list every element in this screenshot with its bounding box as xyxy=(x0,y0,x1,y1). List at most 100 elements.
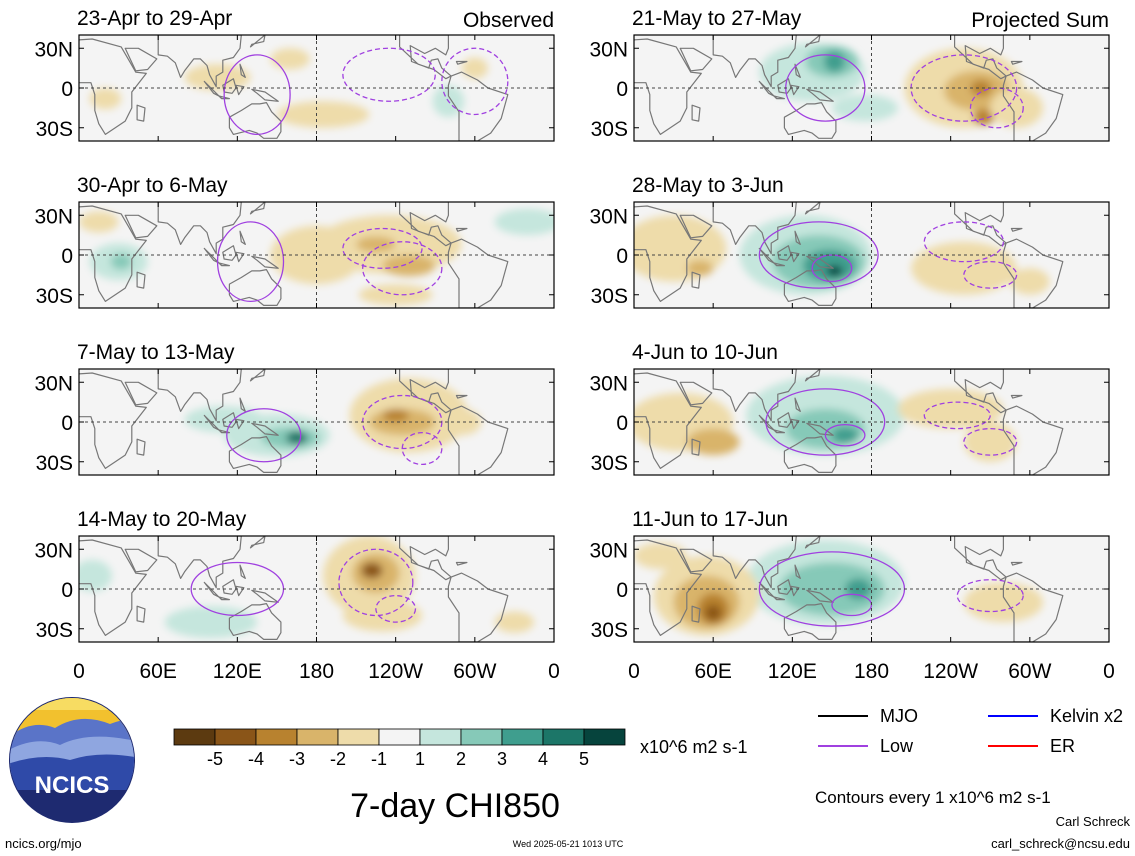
coastline xyxy=(455,561,468,566)
coastline xyxy=(235,84,245,96)
coastline xyxy=(79,38,147,135)
x-tick-label: 60E xyxy=(694,660,731,683)
coastline xyxy=(783,101,837,139)
coastline xyxy=(228,269,282,306)
low-contour xyxy=(362,241,443,296)
coastline xyxy=(251,589,279,603)
panel-period-label: 4-Jun to 10-Jun xyxy=(632,341,778,364)
footer-email: carl_schreck@ncsu.edu xyxy=(991,836,1130,851)
footer-url: ncics.org/mjo xyxy=(5,836,82,851)
x-tick-label: 120E xyxy=(213,660,262,683)
coastline xyxy=(777,412,792,428)
y-tick-label: 30N xyxy=(34,539,73,562)
coastline xyxy=(399,35,452,80)
coastline xyxy=(953,536,1007,581)
colorbar-swatch xyxy=(460,728,503,746)
coastline xyxy=(136,271,146,289)
colorbar-units: x10^6 m2 s-1 xyxy=(640,737,748,757)
coastline xyxy=(455,60,468,65)
coastline xyxy=(447,572,509,642)
coastline xyxy=(157,202,242,255)
coastline xyxy=(222,245,237,261)
coastline xyxy=(235,418,245,430)
ncics-logo: NCICS xyxy=(9,697,135,823)
coastline xyxy=(691,605,701,623)
anomaly-region xyxy=(831,427,859,444)
coastline xyxy=(203,581,220,598)
coastline xyxy=(455,227,468,232)
coastline xyxy=(136,104,146,122)
anomaly-region xyxy=(270,48,310,70)
panel-group-label: Observed xyxy=(463,9,554,32)
y-tick-label: 30N xyxy=(589,372,628,395)
coastline xyxy=(157,536,242,589)
low-contour xyxy=(824,423,866,447)
panel-period-label: 21-May to 27-May xyxy=(632,7,802,30)
coastline xyxy=(455,394,468,399)
anomaly-region xyxy=(461,57,489,79)
y-tick-label: 30N xyxy=(589,539,628,562)
low-contour xyxy=(375,594,417,623)
coastline xyxy=(783,436,837,473)
coastline xyxy=(79,372,147,469)
coastline xyxy=(804,35,821,48)
contour-note: Contours every 1 x10^6 m2 s-1 xyxy=(815,788,1051,807)
anomaly-region xyxy=(970,80,992,96)
colorbar-label: -2 xyxy=(330,749,346,769)
coastline xyxy=(773,429,786,434)
anomaly-region xyxy=(494,208,554,236)
colorbar-swatch xyxy=(255,728,298,746)
coastline xyxy=(249,369,266,382)
coastline xyxy=(228,101,282,139)
colorbar-swatch xyxy=(296,728,339,746)
coastline xyxy=(203,247,220,264)
panel-period-label: 23-Apr to 29-Apr xyxy=(77,7,232,30)
x-tick-label: 60E xyxy=(139,660,176,683)
y-tick-label: 30N xyxy=(589,205,628,228)
coastline xyxy=(399,536,452,581)
low-contour xyxy=(216,221,285,303)
anomaly-region xyxy=(356,236,396,253)
coastline xyxy=(712,536,797,589)
anomaly-region xyxy=(494,611,535,633)
coastline xyxy=(157,369,242,422)
anomaly-region xyxy=(441,408,482,436)
coastline xyxy=(249,536,266,549)
y-tick-label: 30S xyxy=(591,619,628,642)
coastline xyxy=(235,585,245,597)
coastline xyxy=(679,214,713,239)
y-tick-label: 30N xyxy=(34,38,73,61)
coastline xyxy=(399,202,452,247)
y-tick-label: 30S xyxy=(36,452,73,475)
colorbar-swatch xyxy=(501,728,544,746)
coastline xyxy=(1002,71,1064,141)
anomaly-region xyxy=(110,253,132,270)
colorbar: -5 -4 -3 -2 -1 1 2 3 4 5 x10^6 m2 s-1 xyxy=(173,728,748,769)
coastline xyxy=(773,262,786,267)
coastline xyxy=(157,35,242,88)
anomaly-region xyxy=(973,109,995,126)
coastline xyxy=(218,429,230,434)
panel-period-label: 14-May to 20-May xyxy=(77,508,247,531)
coastline xyxy=(790,84,800,96)
colorbar-label: 2 xyxy=(456,749,466,769)
coastline xyxy=(136,438,146,456)
anomaly-region xyxy=(963,582,1044,623)
coastline xyxy=(124,47,158,72)
coastline xyxy=(953,202,1007,247)
anomaly-region xyxy=(779,562,885,616)
coastline xyxy=(804,536,821,549)
coastline xyxy=(790,585,800,597)
colorbar-swatch xyxy=(337,728,380,746)
anomaly-region xyxy=(164,606,258,639)
legend-label: Kelvin x2 xyxy=(1050,706,1123,726)
coastline xyxy=(222,412,237,428)
coastline xyxy=(399,369,452,414)
x-tick-label: 0 xyxy=(73,660,85,683)
coastline xyxy=(239,564,246,580)
low-contour xyxy=(811,254,853,283)
